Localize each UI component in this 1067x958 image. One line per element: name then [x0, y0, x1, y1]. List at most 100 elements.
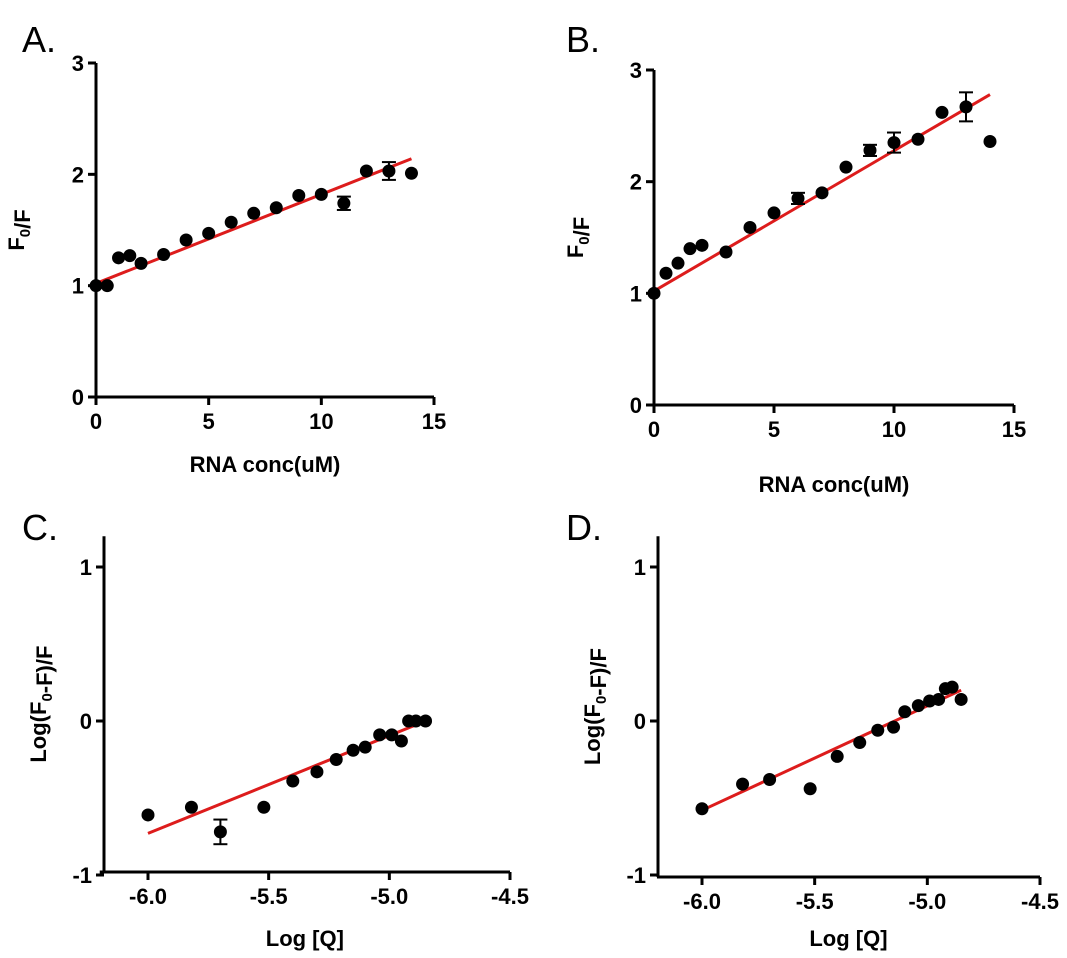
data-point — [359, 164, 373, 178]
data-point — [123, 249, 137, 263]
data-point — [184, 800, 198, 814]
x-tick-label: 10 — [882, 417, 906, 442]
panel-a: A. 0 5 10 15 0 1 2 3 RNA conc(uM) F0/F — [4, 19, 446, 477]
y-axis-title: Log(F0-F)/F — [26, 646, 57, 763]
x-tick-label: -6.0 — [129, 884, 167, 909]
y-tick-label: 0 — [72, 385, 84, 410]
y-axis-title: F0/F — [563, 217, 594, 258]
y-tick-label: 2 — [630, 170, 642, 195]
data-point — [213, 825, 227, 839]
data-point — [887, 720, 901, 734]
data-point — [337, 196, 351, 210]
y-axis-title: F0/F — [4, 209, 35, 250]
x-tick-label: 15 — [422, 409, 446, 434]
x-tick-label: -5.5 — [796, 889, 834, 914]
y-tick-label: 1 — [80, 555, 92, 580]
data-point — [863, 143, 877, 157]
x-tick-label: 10 — [309, 409, 333, 434]
data-point — [141, 808, 155, 822]
data-point — [385, 728, 399, 742]
data-point — [100, 279, 114, 293]
y-tick-label: 3 — [630, 58, 642, 83]
data-point — [394, 734, 408, 748]
data-point — [911, 132, 925, 146]
data-point — [647, 286, 661, 300]
data-point — [791, 191, 805, 205]
data-point — [911, 699, 925, 713]
y-tick-label: 1 — [634, 555, 646, 580]
panel-d: D. -6.0 -5.5 -5.0 -4.5 -1 0 1 Log [Q] Log(F0-F)/F — [566, 507, 1059, 951]
data-point — [382, 164, 396, 178]
data-point — [719, 245, 733, 259]
x-tick-label: -4.5 — [491, 884, 529, 909]
data-point — [671, 256, 685, 270]
panel-b: B. 0 5 10 15 0 1 2 3 RNA conc(uM) F0/F — [563, 19, 1026, 497]
data-point — [269, 201, 283, 215]
y-tick-label: 1 — [630, 281, 642, 306]
data-point — [736, 777, 750, 791]
data-point — [935, 105, 949, 119]
data-point — [329, 753, 343, 766]
data-point — [404, 166, 418, 180]
data-point — [767, 206, 781, 220]
data-point — [134, 256, 148, 270]
data-point — [292, 188, 306, 202]
x-axis-title: Log [Q] — [266, 926, 344, 951]
data-point — [179, 233, 193, 247]
x-tick-label: -4.5 — [1021, 889, 1059, 914]
data-point — [695, 238, 709, 252]
x-tick-label: 0 — [648, 417, 660, 442]
y-tick-label: 0 — [630, 393, 642, 418]
x-tick-label: 5 — [203, 409, 215, 434]
y-tick-label: 2 — [72, 162, 84, 187]
data-point — [932, 692, 946, 706]
data-point — [247, 206, 261, 220]
data-point — [945, 680, 959, 694]
data-point — [659, 266, 673, 280]
data-point — [358, 740, 372, 754]
panel-letter: D. — [566, 507, 602, 548]
x-tick-label: 15 — [1002, 417, 1026, 442]
data-point — [409, 714, 423, 728]
data-point — [954, 692, 968, 706]
data-point — [310, 765, 324, 779]
data-point — [830, 749, 844, 763]
x-tick-label: 5 — [768, 417, 780, 442]
data-point — [959, 100, 973, 114]
data-point — [373, 728, 387, 742]
data-point — [871, 723, 885, 737]
data-point — [157, 247, 171, 261]
y-axis-title: Log(F0-F)/F — [580, 648, 611, 765]
x-tick-label: -6.0 — [683, 889, 721, 914]
x-tick-label: 0 — [90, 409, 102, 434]
x-tick-label: -5.0 — [370, 884, 408, 909]
data-point — [803, 782, 817, 796]
panel-letter: B. — [566, 19, 600, 60]
data-point — [853, 736, 867, 750]
panel-letter: A. — [22, 19, 56, 60]
data-point — [286, 774, 300, 788]
y-tick-label: 1 — [72, 274, 84, 299]
y-tick-label: -1 — [72, 863, 92, 888]
data-point — [898, 705, 912, 719]
data-point — [224, 215, 238, 229]
data-point — [346, 743, 360, 757]
data-point — [257, 800, 271, 814]
data-point — [683, 242, 697, 256]
y-tick-label: -1 — [626, 863, 646, 888]
y-tick-label: 0 — [80, 709, 92, 734]
y-tick-label: 3 — [72, 51, 84, 76]
data-point — [112, 251, 126, 265]
data-point — [743, 220, 757, 234]
x-axis-title: Log [Q] — [809, 926, 887, 951]
x-axis-title: RNA conc(uM) — [759, 472, 910, 497]
data-point — [983, 134, 997, 148]
x-tick-label: -5.0 — [908, 889, 946, 914]
data-point — [202, 226, 216, 240]
data-point — [89, 279, 103, 293]
x-tick-label: -5.5 — [250, 884, 288, 909]
data-point — [695, 802, 709, 816]
data-point — [314, 187, 328, 201]
fit-line — [95, 157, 413, 285]
